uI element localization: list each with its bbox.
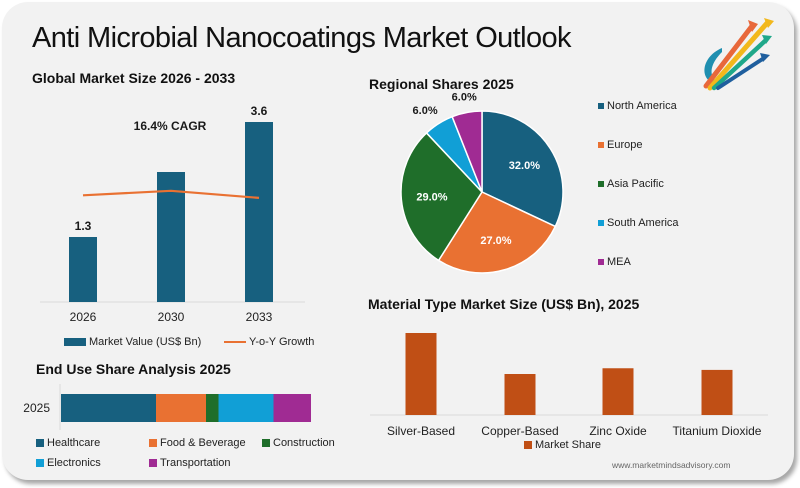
legend-swatch [36,439,44,447]
legend-item-construction: Construction [262,437,335,449]
legend-swatch [598,220,604,226]
pie-data-label: 32.0% [509,160,540,172]
website-url: www.marketmindsadvisory.com [612,460,731,470]
bar-silver-based [405,333,437,415]
bar-copper-based [504,374,536,415]
slice-europe [437,191,557,274]
x-tick-label: 2030 [158,310,185,324]
legend-label: Y-o-Y Growth [249,336,315,348]
segment-construction [206,394,219,422]
legend-label: MEA [607,256,631,268]
legend-label: Market Share [535,439,602,451]
segment-electronics [218,394,274,422]
data-label: 1.3 [75,219,92,233]
legend-item-europe: Europe [598,139,642,151]
legend-swatch [149,439,157,447]
cagr-annotation: 16.4% CAGR [134,119,207,133]
category-label: 2025 [23,401,50,415]
regional-shares-title: Regional Shares 2025 [369,76,514,92]
material-type-chart: Silver-Based Copper-Based Zinc Oxide Titani… [370,333,768,438]
legend-swatch [598,259,604,265]
global-market-size-title: Global Market Size 2026 - 2033 [32,70,236,86]
legend-label: Healthcare [47,437,101,449]
legend-swatch [36,459,44,467]
legend-label: North America [607,100,677,112]
page-title: Anti Microbial Nanocoatings Market Outlo… [32,22,572,54]
bar-2026 [69,237,97,302]
legend-swatch [598,142,604,148]
material-type-title: Material Type Market Size (US$ Bn), 2025 [368,296,640,312]
legend-item-healthcare: Healthcare [36,437,100,449]
legend-item-mea: MEA [598,256,631,268]
x-tick-label: 2026 [70,310,97,324]
segment-food-beverage [156,394,206,422]
slice-north-america [481,110,564,228]
legend-item-food-beverage: Food & Beverage [149,437,246,449]
legend-item-yoy-growth: Y-o-Y Growth [224,336,314,348]
pie-data-label: 29.0% [416,192,447,204]
legend-label: South America [607,217,679,229]
legend-swatch [598,181,604,187]
x-tick-label: Titanium Dioxide [673,424,762,438]
legend-item-asia-pacific: Asia Pacific [598,178,664,190]
legend-label: Transportation [160,457,231,469]
slice-asia-pacific [400,131,483,262]
x-tick-label: Silver-Based [387,424,455,438]
legend-item-transportation: Transportation [149,457,231,469]
regional-shares-pie-chart: 32.0% 27.0% 29.0% 6.0% 6.0% [400,92,564,274]
pie-data-label: 6.0% [452,92,477,104]
pie-data-label: 6.0% [413,105,438,117]
yoy-growth-line [82,189,260,199]
bar-titanium-dioxide [701,369,733,415]
legend-item-north-america: North America [598,100,677,112]
slice-mea [451,110,483,193]
bar-2030 [157,172,185,302]
x-tick-label: Zinc Oxide [589,424,647,438]
legend-label: Construction [273,437,335,449]
legend-swatch [64,338,86,346]
end-use-share-title: End Use Share Analysis 2025 [36,361,231,377]
x-tick-label: 2033 [246,310,273,324]
bar-zinc-oxide [602,368,634,415]
global-market-size-chart: 1.3 3.6 2026 2030 2033 16.4% CAGR [40,104,305,324]
legend-label: Europe [607,139,643,151]
legend-swatch [149,459,157,467]
legend-label: Food & Beverage [160,437,246,449]
legend-label: Market Value (US$ Bn) [89,336,202,348]
segment-healthcare [61,394,156,422]
bar-2033 [245,122,273,302]
legend-swatch [224,341,246,343]
data-label: 3.6 [251,104,268,118]
legend-item-south-america: South America [598,217,679,229]
x-tick-label: Copper-Based [481,424,558,438]
end-use-share-chart: 2025 [23,384,311,430]
legend-swatch [262,439,270,447]
segment-transportation [273,394,311,422]
legend-label: Electronics [47,457,101,469]
legend-item-market-value: Market Value (US$ Bn) [64,336,201,348]
legend-item-market-share: Market Share [524,439,601,451]
legend-swatch [598,103,604,109]
legend-swatch [524,441,532,449]
legend-label: Asia Pacific [607,178,664,190]
legend-item-electronics: Electronics [36,457,101,469]
pie-data-label: 27.0% [480,235,511,247]
rising-arrows-logo-icon [703,18,774,91]
